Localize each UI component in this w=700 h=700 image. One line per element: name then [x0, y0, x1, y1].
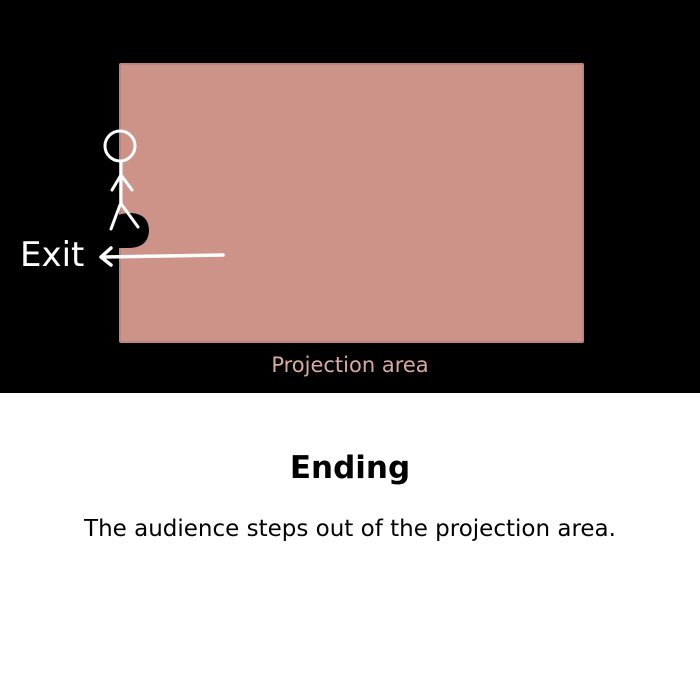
caption-panel: Ending The audience steps out of the pro…: [0, 393, 700, 700]
exit-label: Exit: [20, 235, 85, 275]
left-arrow-icon: [99, 246, 225, 267]
diagram-stage: Exit Projection area: [0, 0, 700, 393]
caption-text: The audience steps out of the projection…: [84, 516, 616, 542]
shadow-blob: [112, 213, 149, 248]
caption-title: Ending: [289, 450, 411, 486]
projection-area: [119, 63, 584, 343]
projection-area-label: Projection area: [271, 353, 429, 377]
stick-figure-icon: [103, 129, 140, 231]
exit-scene: [99, 129, 225, 267]
